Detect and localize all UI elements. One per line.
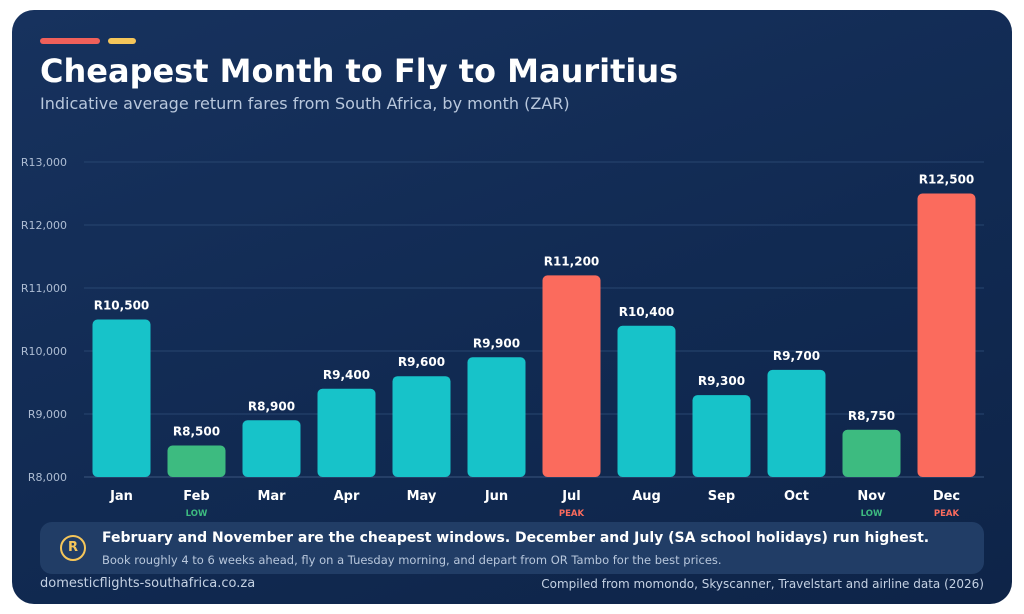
infographic-card: Cheapest Month to Fly to Mauritius Indic…: [12, 10, 1012, 604]
chart-subtitle: Indicative average return fares from Sou…: [40, 94, 570, 113]
x-tick-label: Aug: [632, 489, 661, 504]
bar-oct: [767, 369, 826, 477]
y-tick-label: R11,000: [21, 282, 67, 295]
bar-nov: [842, 429, 901, 477]
x-tick-label: Oct: [784, 489, 809, 504]
x-tick-label: Sep: [708, 489, 736, 504]
accent-bar-yellow: [108, 38, 136, 44]
value-label: R8,750: [848, 409, 895, 423]
footer-site: domesticflights-southafrica.co.za: [40, 576, 256, 591]
bar-jul: [542, 275, 601, 477]
callout-main-text: February and November are the cheapest w…: [102, 530, 930, 546]
low-tag: LOW: [861, 509, 883, 519]
x-tick-label: Feb: [183, 489, 209, 504]
x-tick-label: Jul: [561, 489, 581, 504]
y-tick-label: R8,000: [28, 471, 67, 484]
bar-chart: R8,000 R9,000 R10,000 R11,000 R12,000 R13,000…: [21, 156, 984, 519]
low-tag: LOW: [186, 509, 208, 519]
value-label: R11,200: [544, 254, 600, 268]
bar-mar: [242, 420, 301, 477]
y-tick-label: R13,000: [21, 156, 67, 169]
bar-dec: [917, 193, 976, 477]
y-tick-label: R12,000: [21, 219, 67, 232]
value-label: R9,300: [698, 374, 745, 388]
x-tick-label: Jun: [484, 489, 508, 504]
callout-sub-text: Book roughly 4 to 6 weeks ahead, fly on …: [102, 553, 722, 567]
callout-box: R February and November are the cheapest…: [40, 522, 984, 574]
x-tick-label: Nov: [857, 489, 886, 504]
value-label: R9,700: [773, 349, 820, 363]
bar-aug: [617, 325, 676, 477]
rand-icon: R: [60, 535, 86, 561]
value-label: R8,900: [248, 399, 295, 413]
y-tick-label: R9,000: [28, 408, 67, 421]
chart-title: Cheapest Month to Fly to Mauritius: [40, 52, 679, 90]
x-tick-label: Mar: [257, 489, 286, 504]
peak-tag: PEAK: [934, 509, 960, 519]
x-tick-label: Apr: [334, 489, 360, 504]
value-label: R9,900: [473, 336, 520, 350]
value-label: R12,500: [919, 173, 975, 187]
value-label: R9,400: [323, 368, 370, 382]
value-label: R10,400: [619, 305, 675, 319]
bar-sep: [692, 395, 751, 477]
bar-apr: [317, 388, 376, 477]
bar-jan: [92, 319, 151, 477]
bar-may: [392, 376, 451, 477]
value-label: R10,500: [94, 299, 150, 313]
bar-jun: [467, 357, 526, 477]
bar-feb: [167, 445, 226, 477]
x-tick-label: May: [407, 489, 437, 504]
peak-tag: PEAK: [559, 509, 585, 519]
x-tick-label: Dec: [933, 489, 960, 504]
x-tick-label: Jan: [109, 489, 133, 504]
y-tick-label: R10,000: [21, 345, 67, 358]
value-label: R9,600: [398, 355, 445, 369]
value-label: R8,500: [173, 425, 220, 439]
accent-bar-red: [40, 38, 100, 44]
footer-source: Compiled from momondo, Skyscanner, Trave…: [541, 577, 984, 591]
